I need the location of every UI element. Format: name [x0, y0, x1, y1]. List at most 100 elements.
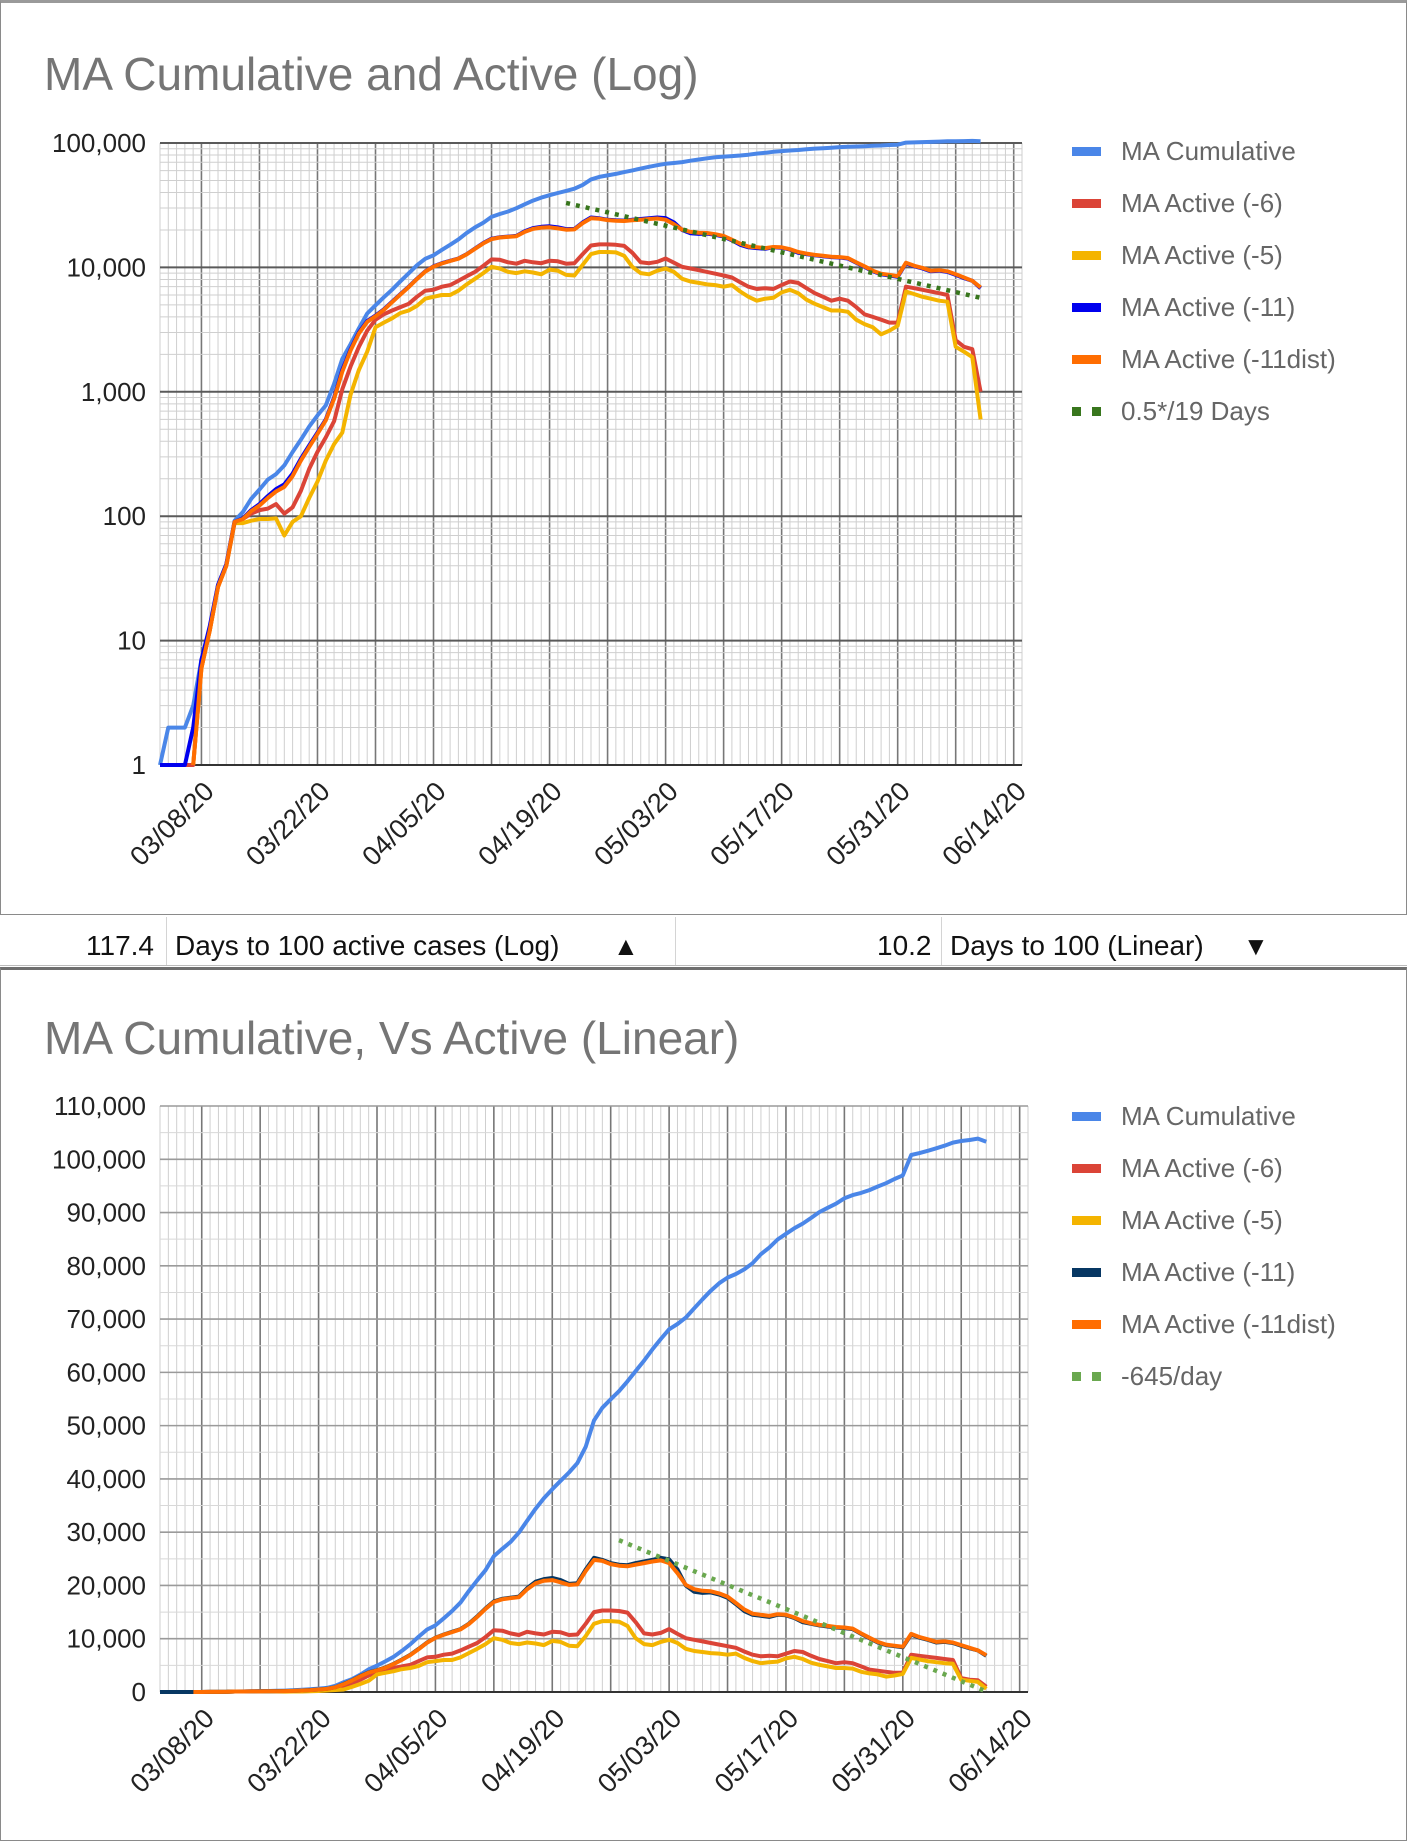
- log-chart-panel: MA Cumulative and Active (Log) 1 10 100 1,0…: [0, 0, 1407, 915]
- legend-item: MA Active (-5): [1072, 229, 1336, 281]
- legend-item: MA Active (-6): [1072, 177, 1336, 229]
- legend-item: MA Active (-11): [1072, 281, 1336, 333]
- series-line-4: [160, 215, 982, 767]
- legend-item: MA Cumulative: [1072, 125, 1336, 177]
- cell-divider: [941, 917, 942, 965]
- legend-label: MA Active (-11dist): [1121, 343, 1336, 374]
- y-tick-label: 70,000: [66, 1304, 146, 1334]
- log-days-value: 117.4: [86, 930, 154, 961]
- x-tick-label: 06/14/20: [942, 1703, 1038, 1799]
- x-tick-label: 05/17/20: [704, 776, 800, 872]
- y-tick-label: 50,000: [66, 1411, 146, 1441]
- x-tick-label: 05/03/20: [588, 776, 684, 872]
- chart-title: MA Cumulative, Vs Active (Linear): [44, 1012, 740, 1064]
- x-tick-label: 03/22/20: [241, 1703, 337, 1799]
- y-tick-label: 110,000: [54, 1091, 146, 1121]
- series-line-5: [193, 1557, 988, 1694]
- x-tick-label: 03/08/20: [124, 776, 220, 872]
- legend-swatch: [1072, 1267, 1101, 1277]
- legend-swatch: [1072, 1111, 1101, 1121]
- legend-swatch: [1072, 1215, 1101, 1225]
- y-tick-label: 0: [132, 1677, 146, 1707]
- y-tick-label: 10,000: [66, 1624, 146, 1654]
- legend-label: MA Active (-6): [1121, 1152, 1283, 1183]
- x-tick-label: 05/17/20: [709, 1703, 805, 1799]
- x-axis: 03/08/20 03/22/20 04/05/20 04/19/20 05/03/20…: [124, 776, 1032, 872]
- up-arrow-icon: ▲: [613, 931, 639, 961]
- series-line-6: [565, 200, 982, 300]
- legend-swatch: [1072, 1371, 1101, 1381]
- x-tick-label: 04/19/20: [475, 1703, 571, 1799]
- legend-label: MA Active (-6): [1121, 187, 1283, 218]
- x-tick-label: 04/19/20: [472, 776, 568, 872]
- legend-swatch: [1072, 406, 1101, 416]
- legend-item: MA Active (-11dist): [1072, 1298, 1336, 1350]
- y-tick-label: 1: [132, 750, 146, 780]
- x-tick-label: 05/31/20: [826, 1703, 922, 1799]
- legend-swatch: [1072, 198, 1101, 208]
- y-tick-label: 10,000: [66, 252, 146, 282]
- x-tick-label: 04/05/20: [356, 776, 452, 872]
- legend-swatch: [1072, 354, 1101, 364]
- down-arrow-icon: ▼: [1243, 931, 1269, 961]
- legend-label: MA Cumulative: [1121, 1100, 1296, 1131]
- cell-divider: [166, 917, 167, 965]
- y-tick-label: 60,000: [66, 1357, 146, 1387]
- y-tick-label: 10: [117, 626, 146, 656]
- legend-label: MA Active (-5): [1121, 239, 1283, 270]
- linear-chart-panel: MA Cumulative, Vs Active (Linear) 0 10,00…: [0, 967, 1407, 1841]
- series-line-1: [160, 1136, 987, 1694]
- legend-label: 0.5*/19 Days: [1121, 395, 1270, 426]
- x-axis: 03/08/20 03/22/20 04/05/20 04/19/20 05/03/20…: [124, 1703, 1037, 1799]
- legend-label: MA Active (-11): [1121, 1256, 1296, 1287]
- y-tick-label: 90,000: [66, 1198, 146, 1228]
- cell-divider: [675, 917, 676, 965]
- legend-item: MA Active (-11dist): [1072, 333, 1336, 385]
- legend-label: MA Active (-11dist): [1121, 1308, 1336, 1339]
- y-tick-label: 80,000: [66, 1251, 146, 1281]
- series-group: [158, 138, 983, 767]
- legend-label: MA Cumulative: [1121, 135, 1296, 166]
- legend-swatch: [1072, 1163, 1101, 1173]
- legend-label: MA Active (-5): [1121, 1204, 1283, 1235]
- y-tick-label: 30,000: [66, 1517, 146, 1547]
- y-tick-label: 100,000: [52, 1144, 146, 1174]
- x-tick-label: 03/08/20: [124, 1703, 220, 1799]
- linear-chart-legend: MA Cumulative MA Active (-6) MA Active (-5…: [1072, 1090, 1336, 1402]
- legend-item: -645/day: [1072, 1350, 1336, 1402]
- stats-row: 117.4 Days to 100 active cases (Log) ▲ 1…: [0, 917, 1407, 966]
- linear-chart: 0 10,000 20,000 30,000 40,000 50,000 60,000 70,…: [52, 1091, 1038, 1799]
- series-group: [160, 1136, 988, 1694]
- log-chart: 1 10 100 1,000 10,000 100,000 03/08/20 03/22/20…: [52, 128, 1032, 872]
- log-chart-legend: MA Cumulative MA Active (-6) MA Active (-5…: [1072, 125, 1336, 437]
- legend-item: MA Active (-6): [1072, 1142, 1336, 1194]
- legend-item: MA Cumulative: [1072, 1090, 1336, 1142]
- series-line-6: [618, 1538, 988, 1694]
- y-tick-label: 40,000: [66, 1464, 146, 1494]
- linear-days-label: Days to 100 (Linear): [950, 930, 1204, 961]
- series-line-2: [184, 242, 983, 767]
- x-tick-label: 04/05/20: [358, 1703, 454, 1799]
- x-tick-label: 03/22/20: [240, 776, 336, 872]
- log-days-label: Days to 100 active cases (Log): [175, 930, 560, 961]
- legend-item: 0.5*/19 Days: [1072, 385, 1336, 437]
- linear-days-value: 10.2: [877, 930, 932, 961]
- x-tick-label: 06/14/20: [936, 776, 1032, 872]
- series-line-1: [158, 138, 981, 766]
- legend-swatch: [1072, 146, 1101, 156]
- legend-swatch: [1072, 1319, 1101, 1329]
- legend-label: -645/day: [1121, 1360, 1223, 1391]
- legend-item: MA Active (-11): [1072, 1246, 1336, 1298]
- y-tick-label: 1,000: [81, 377, 146, 407]
- legend-swatch: [1072, 250, 1101, 260]
- series-line-5: [191, 216, 982, 766]
- x-tick-label: 05/03/20: [592, 1703, 688, 1799]
- series-line-3: [191, 250, 983, 766]
- y-tick-label: 100: [103, 501, 146, 531]
- grid: [159, 1106, 1029, 1692]
- legend-label: MA Active (-11): [1121, 291, 1296, 322]
- series-line-3: [193, 1619, 988, 1694]
- legend-swatch: [1072, 302, 1101, 312]
- y-tick-label: 100,000: [52, 128, 146, 158]
- x-tick-label: 05/31/20: [820, 776, 916, 872]
